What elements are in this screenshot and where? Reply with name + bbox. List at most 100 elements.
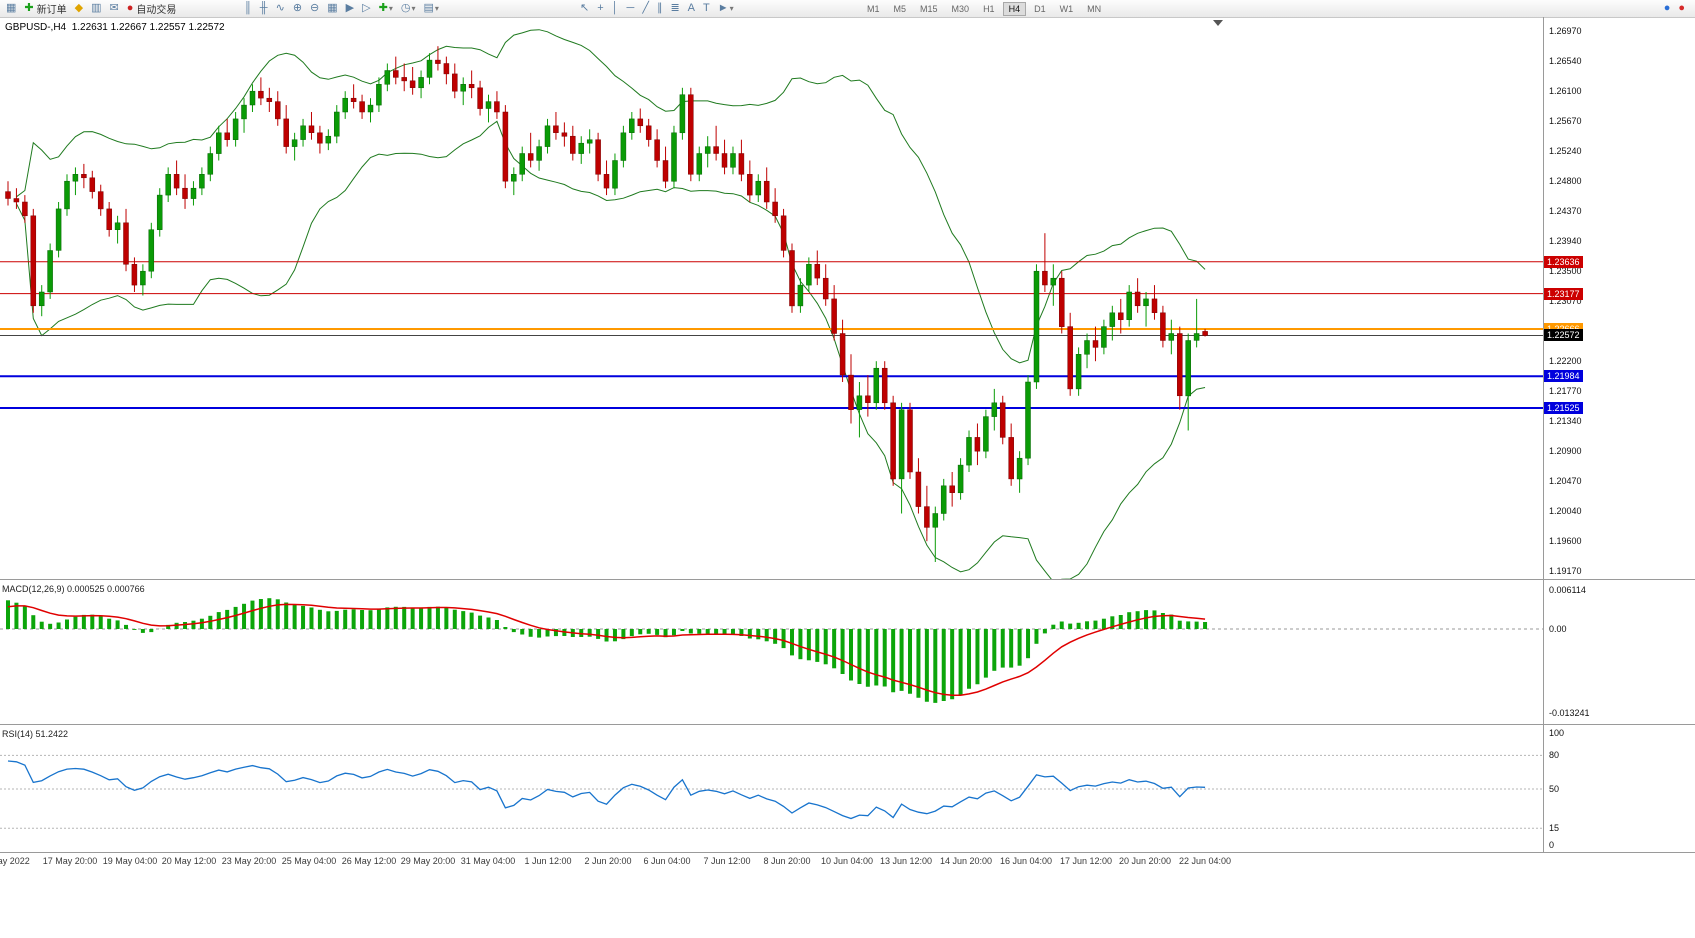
auto-trading-button-label: 自动交易 bbox=[136, 5, 177, 16]
time-axis-label: 20 Jun 20:00 bbox=[1118, 856, 1172, 866]
caret-down-icon: ▾ bbox=[411, 4, 416, 13]
time-axis-label: 1 Jun 12:00 bbox=[524, 856, 572, 866]
bars-chart-icon: ║ bbox=[244, 2, 252, 14]
candlestick-chart-button[interactable]: ╫ bbox=[256, 1, 272, 16]
timeframe-W1-button[interactable]: W1 bbox=[1059, 3, 1074, 14]
toolbar-group-chart-tools: ║ ╫ ∿ ⊕ ⊖ ▦ ▶ ▷ ✚ ▾ ◷ ▾ ▤ ▾ bbox=[240, 0, 443, 17]
caret-down-icon: ▾ bbox=[388, 4, 393, 13]
candlestick-chart-icon: ╫ bbox=[259, 2, 268, 14]
caret-down-icon: ▾ bbox=[729, 4, 734, 13]
macd-label: MACD(12,26,9) 0.000525 0.000766 bbox=[2, 584, 145, 594]
timeframe-H4-button[interactable]: H4 bbox=[1002, 1, 1027, 16]
mail-button[interactable]: ✉ bbox=[106, 1, 123, 16]
macd-panel[interactable] bbox=[0, 581, 1695, 724]
time-axis-label: 22 Jun 04:00 bbox=[1178, 856, 1232, 866]
indicators-add-button[interactable]: ✚ ▾ bbox=[375, 1, 397, 16]
zoom-in-button[interactable]: ⊕ bbox=[289, 1, 306, 16]
templates-button[interactable]: ▤ ▾ bbox=[419, 1, 442, 16]
main-chart[interactable] bbox=[0, 17, 1695, 579]
timeframe-M15-button[interactable]: M15 bbox=[920, 3, 938, 14]
rsi-line bbox=[7, 760, 1206, 820]
timeframe-MN-button[interactable]: MN bbox=[1087, 3, 1102, 14]
crosshair-button[interactable]: + bbox=[593, 1, 607, 16]
macd-signal-line bbox=[7, 603, 1206, 697]
rsi-axis-label: 15 bbox=[1549, 823, 1560, 833]
horizontal-line-icon: ─ bbox=[626, 2, 635, 14]
zoom-out-icon: ⊖ bbox=[310, 2, 320, 14]
macd-axis-label: -0.013241 bbox=[1549, 708, 1590, 718]
rsi-axis-label: 0 bbox=[1549, 840, 1555, 850]
time-axis-label: 19 May 04:00 bbox=[102, 856, 158, 866]
fibonacci-button[interactable]: ≣ bbox=[666, 1, 683, 16]
arrows-icon: ► bbox=[717, 2, 729, 14]
arrows-button[interactable]: ► ▾ bbox=[714, 1, 738, 16]
horizontal-line-button[interactable]: ─ bbox=[623, 1, 639, 16]
market-watch-button[interactable]: ▥ bbox=[87, 1, 105, 16]
time-axis-label: 25 May 04:00 bbox=[281, 856, 337, 866]
auto-trading-button[interactable]: ● 自动交易 bbox=[123, 1, 181, 16]
rsi-timeaxis-separator[interactable] bbox=[0, 852, 1695, 853]
toolbar-group-right: ● ● bbox=[1660, 0, 1689, 17]
auto-scroll-button[interactable]: ▶ bbox=[342, 1, 358, 16]
chart-shift-button[interactable]: ▷ bbox=[358, 1, 374, 16]
notifications-button[interactable]: ● bbox=[1674, 1, 1689, 16]
price-badge-1.21525: 1.21525 bbox=[1544, 402, 1583, 414]
timeframe-H1-button[interactable]: H1 bbox=[983, 3, 995, 14]
rsi-axis-label: 80 bbox=[1549, 750, 1560, 760]
axis-vertical-separator bbox=[1543, 17, 1544, 853]
indicators-diamond-icon: ◆ bbox=[74, 2, 84, 14]
auto-trading-icon: ● bbox=[126, 2, 134, 14]
price-axis-label: 1.21770 bbox=[1549, 386, 1582, 396]
time-axis-label: 20 May 12:00 bbox=[161, 856, 217, 866]
community-button[interactable]: ● bbox=[1660, 1, 1675, 16]
line-chart-icon: ∿ bbox=[275, 2, 285, 14]
notifications-icon: ● bbox=[1678, 2, 1685, 14]
text-button[interactable]: A bbox=[684, 1, 699, 16]
new-order-button[interactable]: ✚ 新订单 bbox=[20, 1, 70, 16]
periods-button[interactable]: ◷ ▾ bbox=[397, 1, 420, 16]
time-axis-label: 14 Jun 20:00 bbox=[939, 856, 993, 866]
auto-scroll-icon: ▶ bbox=[345, 2, 355, 14]
bars-chart-button[interactable]: ║ bbox=[240, 1, 256, 16]
cursor-button[interactable]: ↖ bbox=[576, 1, 593, 16]
toolbar-group-left: ▦ ✚ 新订单 ◆ ▥ ✉ ● 自动交易 bbox=[2, 0, 180, 17]
text-label-button[interactable]: T bbox=[699, 1, 714, 16]
channel-button[interactable]: ∥ bbox=[653, 1, 667, 16]
vertical-line-icon: │ bbox=[611, 2, 619, 14]
price-axis-label: 1.21340 bbox=[1549, 416, 1582, 426]
time-axis-label: 16 Jun 04:00 bbox=[999, 856, 1053, 866]
price-badge-1.22572: 1.22572 bbox=[1544, 329, 1583, 341]
market-watch-icon: ▥ bbox=[91, 2, 102, 14]
price-badge-1.21984: 1.21984 bbox=[1544, 370, 1583, 382]
price-axis-label: 1.20040 bbox=[1549, 506, 1582, 516]
tile-windows-button[interactable]: ▦ bbox=[323, 1, 341, 16]
time-axis-label: 10 Jun 04:00 bbox=[820, 856, 874, 866]
time-axis-label: 23 May 20:00 bbox=[221, 856, 277, 866]
main-macd-separator[interactable] bbox=[0, 579, 1695, 580]
timeframe-M5-button[interactable]: M5 bbox=[893, 3, 907, 14]
symbol-period-label: GBPUSD-,H4 bbox=[5, 22, 67, 33]
macd-rsi-separator[interactable] bbox=[0, 724, 1695, 725]
toolbar-group-timeframes: M1 M5 M15 M30 H1 H4 D1 W1 MN bbox=[860, 0, 1108, 17]
timeframe-M1-button[interactable]: M1 bbox=[867, 3, 880, 14]
price-axis-label: 1.24800 bbox=[1549, 176, 1582, 186]
timeframe-D1-button[interactable]: D1 bbox=[1034, 3, 1046, 14]
price-axis-label: 1.26970 bbox=[1549, 26, 1582, 36]
timeframe-M30-button[interactable]: M30 bbox=[951, 3, 970, 14]
line-chart-button[interactable]: ∿ bbox=[272, 1, 289, 16]
trendline-button[interactable]: ╱ bbox=[638, 1, 653, 16]
macd-axis-label: 0.006114 bbox=[1549, 585, 1586, 595]
text-icon: A bbox=[687, 2, 696, 14]
bollinger-bands bbox=[15, 29, 1206, 579]
price-axis-label: 1.25670 bbox=[1549, 116, 1582, 126]
rsi-panel[interactable] bbox=[0, 726, 1695, 852]
chart-shift-marker[interactable] bbox=[1213, 20, 1223, 26]
new-order-button-label: 新订单 bbox=[36, 5, 67, 16]
rsi-axis-label: 100 bbox=[1549, 728, 1565, 738]
vertical-line-button[interactable]: │ bbox=[608, 1, 623, 16]
indicators-diamond-button[interactable]: ◆ bbox=[71, 1, 87, 16]
charts-grid-icon-button[interactable]: ▦ bbox=[2, 1, 20, 16]
zoom-out-button[interactable]: ⊖ bbox=[306, 1, 323, 16]
time-axis-label: 29 May 20:00 bbox=[400, 856, 456, 866]
